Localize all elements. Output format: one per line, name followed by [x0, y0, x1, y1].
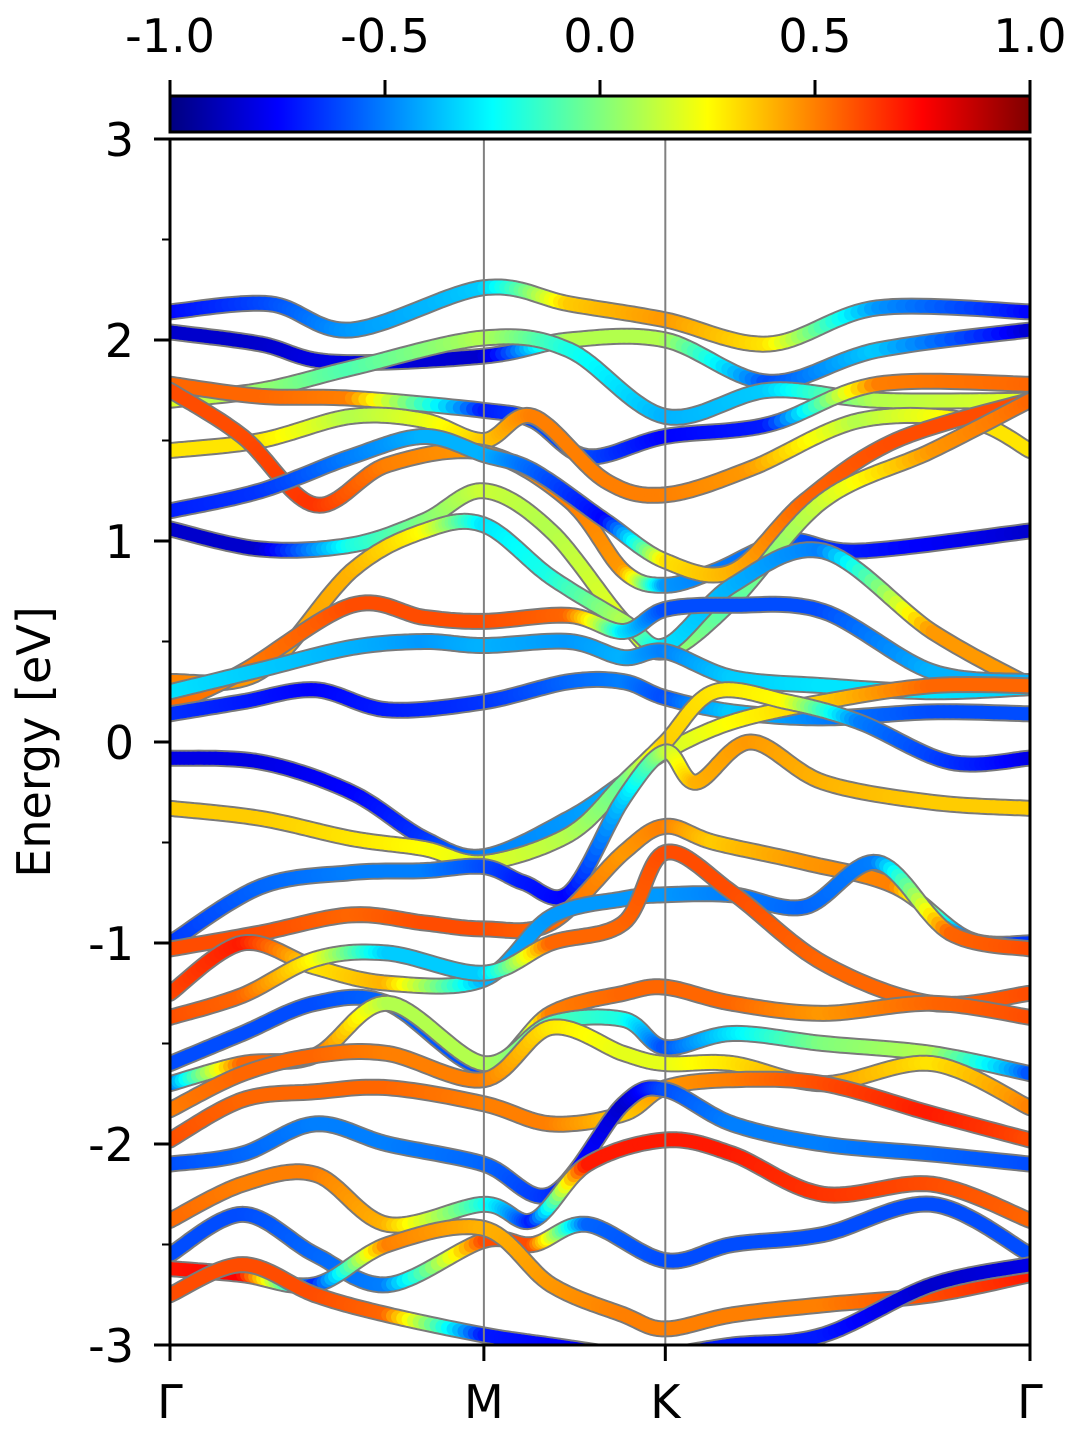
colorbar-tick-label: 0.5 [778, 9, 851, 63]
band-line [170, 512, 1030, 695]
band-line [170, 853, 1030, 1002]
colorbar-tick-label: 0.0 [563, 9, 636, 63]
band-line [170, 278, 1030, 353]
band-line [170, 733, 1030, 952]
colorbar-ticks: -1.0 -0.5 0.0 0.5 1.0 [125, 9, 1067, 96]
colorbar-tick-label: 1.0 [993, 9, 1066, 63]
colorbar-tick-label: -1.0 [125, 9, 215, 63]
bands [170, 278, 1030, 1345]
band-line [170, 681, 1030, 872]
band-line [170, 1131, 1030, 1234]
band-line [170, 406, 1030, 504]
band-line [170, 1195, 1030, 1294]
colorbar [168, 94, 1032, 134]
colorbar-tick-label: -0.5 [340, 9, 430, 63]
